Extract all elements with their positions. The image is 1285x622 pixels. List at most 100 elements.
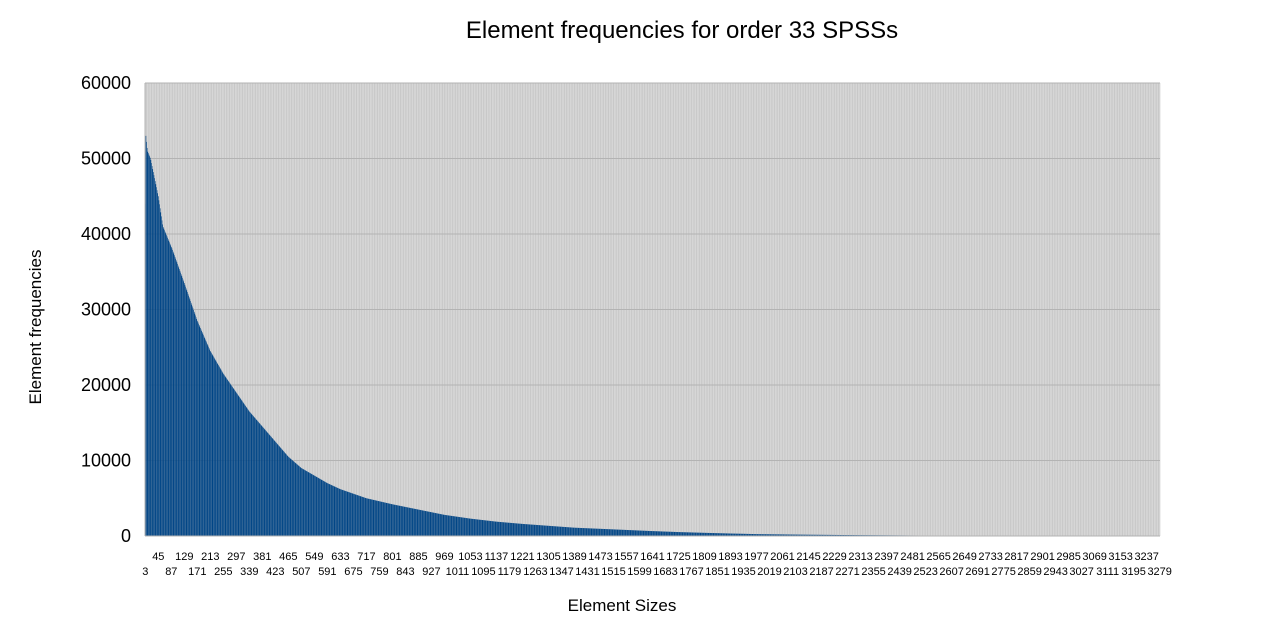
- x-tick-label: 3111: [1096, 566, 1119, 578]
- bar: [312, 474, 314, 536]
- bar: [425, 511, 427, 536]
- bar: [711, 533, 712, 536]
- bar: [444, 514, 445, 536]
- bar: [679, 532, 681, 536]
- bar: [634, 530, 636, 536]
- bar: [193, 311, 195, 536]
- bar: [358, 495, 359, 536]
- bar: [441, 514, 442, 536]
- bar: [519, 523, 521, 536]
- bar: [390, 504, 392, 536]
- bar: [478, 519, 479, 536]
- bar: [624, 529, 626, 536]
- x-tick-label: 1557: [614, 551, 638, 563]
- x-tick-label: 2985: [1056, 551, 1080, 563]
- bar: [385, 502, 386, 536]
- bar: [314, 475, 316, 536]
- bar: [210, 352, 212, 536]
- x-tick-label: 1683: [653, 566, 677, 578]
- bar: [350, 492, 352, 536]
- x-tick-label: 297: [227, 551, 245, 563]
- bar: [635, 530, 637, 536]
- bar: [621, 529, 623, 536]
- bar: [507, 522, 508, 536]
- bar: [335, 487, 337, 536]
- x-tick-label: 2355: [861, 566, 885, 578]
- bar: [149, 157, 151, 536]
- bar: [211, 354, 213, 536]
- bar: [749, 533, 751, 536]
- x-tick-label: 2313: [848, 551, 872, 563]
- bar: [585, 528, 587, 536]
- bar: [803, 534, 804, 536]
- bar: [265, 430, 267, 536]
- bar: [604, 529, 606, 536]
- bar: [371, 499, 373, 536]
- bar: [507, 522, 509, 536]
- y-tick-label: 20000: [81, 375, 131, 395]
- bar: [354, 494, 355, 536]
- bar: [523, 524, 525, 536]
- bar: [576, 527, 577, 536]
- bar: [803, 534, 805, 536]
- bar: [696, 532, 697, 536]
- bar: [470, 518, 472, 536]
- bar: [834, 534, 836, 536]
- bar: [498, 521, 500, 536]
- bar: [518, 523, 520, 536]
- bar: [222, 372, 224, 536]
- bar: [831, 534, 832, 536]
- bar: [268, 433, 269, 536]
- bar: [784, 534, 786, 536]
- bar: [479, 519, 481, 536]
- bar: [790, 534, 792, 536]
- bar: [729, 533, 731, 536]
- bar: [306, 471, 308, 536]
- bar: [342, 490, 344, 536]
- bar: [258, 422, 259, 536]
- bar: [495, 521, 497, 536]
- bar: [169, 242, 170, 536]
- bar: [304, 469, 305, 536]
- bar: [480, 519, 482, 536]
- bar: [789, 534, 791, 536]
- bar: [628, 530, 630, 536]
- bar: [227, 380, 229, 536]
- bars: [145, 135, 1160, 537]
- bar: [767, 534, 769, 536]
- bar: [395, 504, 396, 536]
- x-tick-label: 1137: [485, 551, 509, 563]
- bar: [398, 505, 399, 536]
- bar: [737, 533, 739, 536]
- bar: [527, 524, 529, 536]
- bar: [480, 519, 481, 536]
- bar: [332, 485, 333, 536]
- bar: [692, 532, 694, 536]
- bar: [450, 515, 452, 536]
- bar: [502, 522, 504, 536]
- bar: [343, 490, 345, 536]
- bar: [158, 200, 160, 536]
- x-tick-label: 255: [214, 566, 232, 578]
- bar: [369, 499, 371, 536]
- bar: [621, 529, 622, 536]
- bar: [650, 531, 651, 536]
- bar: [541, 525, 542, 536]
- bar: [310, 473, 312, 536]
- bar: [655, 531, 657, 536]
- bar: [340, 489, 341, 536]
- bar: [416, 509, 418, 536]
- bar: [708, 532, 710, 536]
- bar: [795, 534, 797, 536]
- bar: [466, 518, 468, 536]
- bar: [464, 517, 466, 536]
- bar: [233, 388, 235, 536]
- bar: [315, 476, 316, 536]
- bar: [647, 530, 648, 536]
- bar: [509, 522, 511, 536]
- bar: [379, 501, 380, 536]
- bar: [514, 523, 516, 536]
- bar: [826, 534, 827, 536]
- bar: [457, 516, 459, 536]
- bar: [252, 415, 254, 536]
